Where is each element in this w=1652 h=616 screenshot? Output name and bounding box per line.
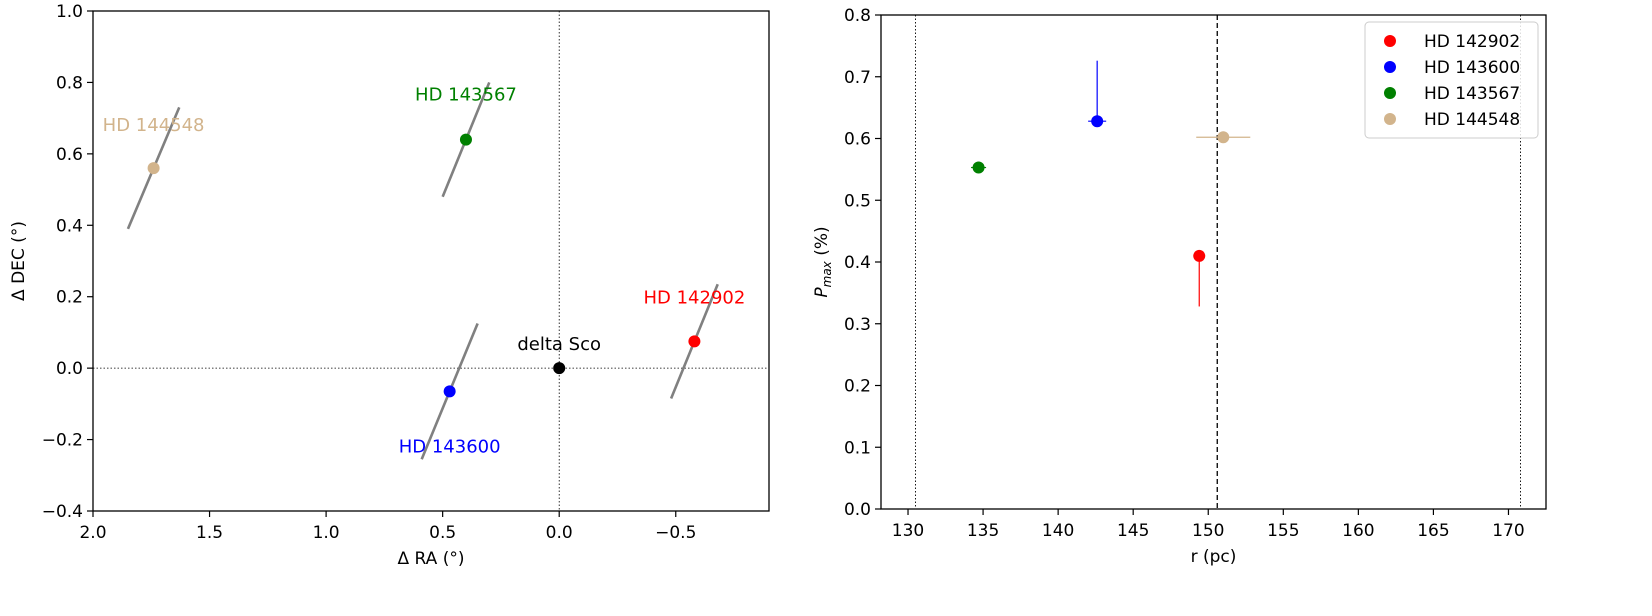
pmax-distance-chart: 130 135 140 145 150 155 160 165 170 0.0 0.1 0.2 0.3 0…: [812, 6, 1547, 567]
sky-position-chart: HD 142902 HD 143600 HD 143567 HD 144548 delt…: [9, 2, 770, 569]
point-label: delta Sco: [517, 334, 601, 355]
data-point: [443, 385, 456, 398]
y-label-unit: (%): [812, 226, 832, 261]
x-axis-label: Δ RA (°): [398, 549, 465, 569]
y-tick-label: 0.8: [844, 6, 871, 26]
x-tick-label: 1.0: [313, 523, 340, 543]
x-tick-label: 2.0: [79, 523, 106, 543]
y-tick-label: 0.6: [844, 130, 871, 150]
point-label: HD 143567: [415, 85, 517, 106]
x-tick-label: 155: [1267, 521, 1299, 541]
data-point: [688, 335, 701, 348]
y-tick-label: 0.0: [844, 500, 871, 520]
y-tick-label: 0.2: [56, 288, 83, 308]
legend-marker: [1384, 113, 1396, 125]
data-point: [1217, 131, 1230, 144]
y-tick-label: 0.6: [56, 145, 83, 165]
y-tick-label: −0.4: [42, 502, 83, 522]
point-label: HD 144548: [103, 115, 205, 136]
data-point: [1193, 249, 1206, 262]
data-point: [1091, 115, 1104, 128]
y-tick-label: 0.5: [844, 191, 871, 211]
y-axis-label: Δ DEC (°): [9, 221, 29, 301]
y-axis-label: Pmax (%): [812, 226, 834, 297]
x-tick-label: 145: [1117, 521, 1149, 541]
x-tick-label: 130: [892, 521, 924, 541]
x-tick-label: 170: [1492, 521, 1524, 541]
legend-label: HD 143567: [1424, 84, 1520, 104]
x-axis-label: r (pc): [1191, 547, 1237, 567]
x-tick-label: 0.0: [546, 523, 573, 543]
legend-label: HD 144548: [1424, 110, 1520, 130]
point-label: HD 143600: [399, 436, 501, 457]
y-tick-label: 0.3: [844, 315, 871, 335]
legend-marker: [1384, 87, 1396, 99]
y-tick-label: −0.2: [42, 431, 83, 451]
x-tick-label: 160: [1342, 521, 1374, 541]
legend-label: HD 142902: [1424, 32, 1520, 52]
plot-frame: [92, 10, 770, 512]
x-tick-label: 1.5: [196, 523, 223, 543]
x-tick-label: 165: [1417, 521, 1449, 541]
x-tick-label: −0.5: [655, 523, 696, 543]
legend-box: [1364, 21, 1539, 139]
data-point: [459, 133, 472, 146]
y-tick-label: 0.4: [844, 253, 871, 273]
legend-marker: [1384, 35, 1396, 47]
y-tick-label: 0.8: [56, 73, 83, 93]
y-tick-label: 1.0: [56, 2, 83, 22]
legend-label: HD 143600: [1424, 58, 1520, 78]
x-tick-label: 150: [1192, 521, 1224, 541]
y-label-symbol: P: [812, 287, 832, 298]
data-point: [972, 161, 985, 174]
y-label-subscript: max: [820, 260, 834, 287]
data-point: [147, 162, 160, 175]
legend-marker: [1384, 61, 1396, 73]
y-tick-label: 0.0: [56, 359, 83, 379]
data-point: [553, 362, 566, 375]
legend: HD 142902 HD 143600 HD 143567 HD 144548: [1364, 21, 1539, 139]
y-tick-label: 0.4: [56, 216, 83, 236]
y-tick-label: 0.2: [844, 377, 871, 397]
point-label: HD 142902: [643, 287, 745, 308]
x-tick-label: 135: [967, 521, 999, 541]
y-tick-label: 0.7: [844, 68, 871, 88]
y-tick-label: 0.1: [844, 438, 871, 458]
x-tick-label: 0.5: [429, 523, 456, 543]
x-tick-label: 140: [1042, 521, 1074, 541]
